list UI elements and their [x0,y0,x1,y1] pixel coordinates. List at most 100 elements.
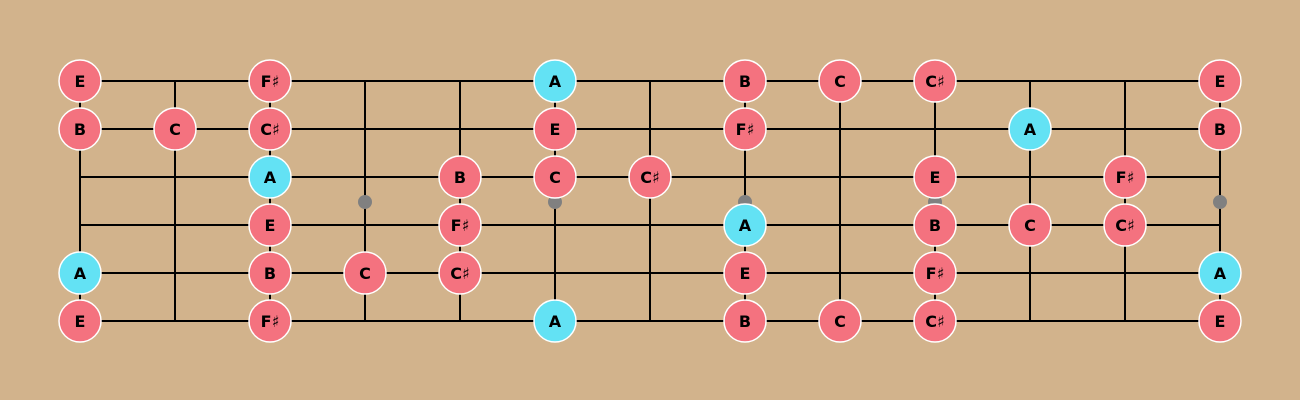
note-marker: F♯ [1103,155,1147,199]
note-label: F♯ [736,120,755,139]
note-marker: E [1198,59,1242,103]
note-circle [343,251,387,295]
note-label: E [265,216,276,235]
note-label: C [359,264,371,283]
note-label: C♯ [925,312,944,331]
note-circle [723,107,767,151]
note-label: B [454,168,466,187]
note-label: B [929,216,941,235]
note-label: C [549,168,561,187]
note-label: E [740,264,751,283]
note-marker: E [58,299,102,343]
note-label: C♯ [450,264,469,283]
note-label: A [74,264,87,283]
note-marker: A [533,59,577,103]
root-note-circle [723,203,767,247]
note-label: A [549,72,562,91]
note-marker: F♯ [438,203,482,247]
note-label: E [75,72,86,91]
note-circle [913,155,957,199]
note-label: B [739,72,751,91]
note-circle [58,299,102,343]
note-label: B [1214,120,1226,139]
note-marker: F♯ [723,107,767,151]
note-label: A [1214,264,1227,283]
note-label: A [549,312,562,331]
note-circle [913,59,957,103]
root-note-circle [533,59,577,103]
note-label: C [834,312,846,331]
note-label: F♯ [261,312,280,331]
note-marker: F♯ [913,251,957,295]
note-marker: A [1008,107,1052,151]
note-circle [1103,155,1147,199]
note-label: C [834,72,846,91]
note-marker: C [818,299,862,343]
note-marker: C♯ [248,107,292,151]
frets [79,81,1221,321]
note-circle [438,251,482,295]
note-circle [533,107,577,151]
note-marker: B [248,251,292,295]
note-circle [248,107,292,151]
note-circle [438,203,482,247]
note-circle [1008,203,1052,247]
note-circle [723,299,767,343]
note-label: C♯ [640,168,659,187]
note-marker: C [153,107,197,151]
note-marker: B [438,155,482,199]
note-marker: E [913,155,957,199]
root-note-circle [58,251,102,295]
note-label: B [264,264,276,283]
note-label: B [74,120,86,139]
note-marker: E [723,251,767,295]
note-label: B [739,312,751,331]
note-label: F♯ [926,264,945,283]
note-circle [248,59,292,103]
note-marker: C [818,59,862,103]
note-marker: A [533,299,577,343]
note-circle [723,251,767,295]
note-label: C♯ [925,72,944,91]
note-marker: C [533,155,577,199]
note-circle [438,155,482,199]
note-circle [1198,299,1242,343]
root-note-circle [248,155,292,199]
note-label: A [739,216,752,235]
root-note-circle [533,299,577,343]
note-marker: E [533,107,577,151]
note-circle [153,107,197,151]
note-circle [913,203,957,247]
note-marker: C♯ [1103,203,1147,247]
note-label: F♯ [451,216,470,235]
note-circle [818,299,862,343]
note-label: E [1215,312,1226,331]
fret-inlay-dot [1213,195,1227,209]
note-circle [913,251,957,295]
note-marker: C [343,251,387,295]
note-label: F♯ [1116,168,1135,187]
note-marker: F♯ [248,59,292,103]
note-marker: E [248,203,292,247]
note-marker: B [723,59,767,103]
note-marker: C♯ [913,299,957,343]
note-label: E [550,120,561,139]
note-label: C [1024,216,1036,235]
note-marker: B [1198,107,1242,151]
note-markers: E F♯ A B C C♯ E B C C♯ E F♯ A B A B C C♯ E F♯ E F♯ A B C C♯ A B C C♯ E… [58,59,1242,343]
root-note-circle [1198,251,1242,295]
note-circle [58,107,102,151]
fret-inlay-dot [548,195,562,209]
note-marker: B [723,299,767,343]
fret-inlays [358,195,1227,209]
note-circle [723,59,767,103]
note-label: C♯ [1115,216,1134,235]
note-marker: C♯ [913,59,957,103]
note-circle [1198,59,1242,103]
note-marker: C♯ [438,251,482,295]
note-marker: C♯ [628,155,672,199]
fret-inlay-dot [358,195,372,209]
note-marker: E [58,59,102,103]
note-label: A [1024,120,1037,139]
